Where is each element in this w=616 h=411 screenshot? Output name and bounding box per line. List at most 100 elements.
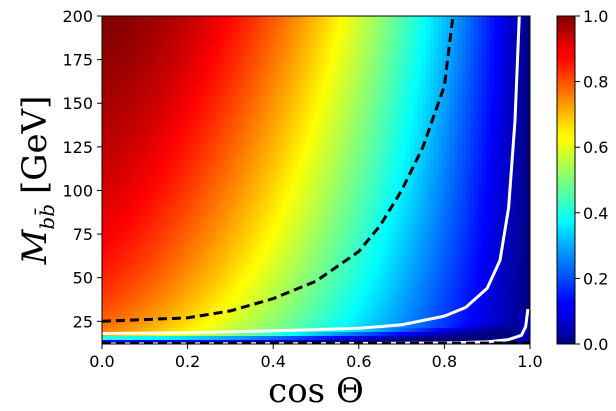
- heatmap-cell: [146, 276, 151, 281]
- heatmap-cell: [314, 140, 319, 145]
- heatmap-cell: [174, 304, 179, 309]
- heatmap-cell: [250, 168, 255, 173]
- heatmap-cell: [226, 28, 231, 33]
- heatmap-cell: [210, 216, 215, 221]
- heatmap-cell: [114, 280, 119, 285]
- heatmap-cell: [334, 16, 339, 21]
- heatmap-cell: [282, 116, 287, 121]
- heatmap-cell: [110, 92, 115, 97]
- heatmap-cell: [222, 112, 227, 117]
- heatmap-cell: [106, 296, 111, 301]
- heatmap-cell: [306, 284, 311, 289]
- heatmap-cell: [238, 192, 243, 197]
- heatmap-cell: [130, 268, 135, 273]
- heatmap-cell: [298, 300, 303, 305]
- heatmap-cell: [290, 100, 295, 105]
- heatmap-cell: [326, 92, 331, 97]
- heatmap-cell: [266, 184, 271, 189]
- heatmap-cell: [130, 128, 135, 133]
- heatmap-cell: [214, 120, 219, 125]
- heatmap-cell: [138, 208, 143, 213]
- heatmap-cell: [122, 328, 127, 333]
- heatmap-cell: [118, 236, 123, 241]
- heatmap-cell: [226, 164, 231, 169]
- heatmap-cell: [226, 72, 231, 77]
- heatmap-cell: [262, 284, 267, 289]
- heatmap-cell: [246, 52, 251, 57]
- heatmap-cell: [138, 140, 143, 145]
- heatmap-cell: [326, 72, 331, 77]
- heatmap-cell: [218, 88, 223, 93]
- heatmap-cell: [174, 276, 179, 281]
- heatmap-cell: [126, 120, 131, 125]
- heatmap-cell: [174, 212, 179, 217]
- heatmap-cell: [154, 212, 159, 217]
- heatmap-cell: [274, 336, 279, 341]
- heatmap-cell: [262, 28, 267, 33]
- heatmap-cell: [298, 76, 303, 81]
- heatmap-cell: [230, 304, 235, 309]
- heatmap-cell: [214, 204, 219, 209]
- heatmap-cell: [314, 276, 319, 281]
- heatmap-cell: [298, 312, 303, 317]
- heatmap-cell: [318, 268, 323, 273]
- heatmap-cell: [258, 108, 263, 113]
- heatmap-cell: [242, 172, 247, 177]
- heatmap-cell: [198, 196, 203, 201]
- heatmap-cell: [174, 208, 179, 213]
- heatmap-cell: [110, 176, 115, 181]
- heatmap-cell: [162, 292, 167, 297]
- heatmap-cell: [274, 280, 279, 285]
- heatmap-cell: [214, 24, 219, 29]
- heatmap-cell: [214, 16, 219, 21]
- heatmap-cell: [186, 76, 191, 81]
- heatmap-cell: [278, 80, 283, 85]
- heatmap-cell: [150, 80, 155, 85]
- heatmap-cell: [270, 336, 275, 341]
- heatmap-cell: [102, 324, 107, 329]
- heatmap-cell: [186, 64, 191, 69]
- heatmap-cell: [138, 276, 143, 281]
- heatmap-cell: [154, 68, 159, 73]
- heatmap-cell: [338, 76, 343, 81]
- heatmap-cell: [318, 248, 323, 253]
- heatmap-cell: [222, 288, 227, 293]
- heatmap-cell: [294, 196, 299, 201]
- heatmap-cell: [302, 156, 307, 161]
- heatmap-cell: [258, 128, 263, 133]
- heatmap-cell: [170, 168, 175, 173]
- heatmap-cell: [190, 80, 195, 85]
- heatmap-cell: [214, 152, 219, 157]
- heatmap-cell: [122, 152, 127, 157]
- heatmap-cell: [142, 280, 147, 285]
- heatmap-cell: [158, 312, 163, 317]
- heatmap-cell: [114, 228, 119, 233]
- heatmap-cell: [170, 288, 175, 293]
- heatmap-cell: [190, 136, 195, 141]
- heatmap-cell: [170, 64, 175, 69]
- heatmap-cell: [194, 48, 199, 53]
- heatmap-cell: [134, 292, 139, 297]
- heatmap-cell: [146, 168, 151, 173]
- heatmap-cell: [294, 176, 299, 181]
- heatmap-cell: [130, 120, 135, 125]
- heatmap-cell: [130, 276, 135, 281]
- heatmap-cell: [242, 164, 247, 169]
- heatmap-cell: [298, 228, 303, 233]
- heatmap-cell: [254, 332, 259, 337]
- heatmap-cell: [318, 116, 323, 121]
- heatmap-cell: [166, 76, 171, 81]
- heatmap-cell: [330, 124, 335, 129]
- heatmap-cell: [174, 164, 179, 169]
- heatmap-cell: [270, 156, 275, 161]
- heatmap-cell: [170, 92, 175, 97]
- heatmap-cell: [334, 316, 339, 321]
- heatmap-cell: [202, 84, 207, 89]
- heatmap-cell: [338, 324, 343, 329]
- heatmap-cell: [218, 336, 223, 341]
- heatmap-cell: [174, 232, 179, 237]
- heatmap-cell: [186, 320, 191, 325]
- heatmap-cell: [226, 252, 231, 257]
- heatmap-cell: [126, 340, 131, 344]
- heatmap-cell: [314, 264, 319, 269]
